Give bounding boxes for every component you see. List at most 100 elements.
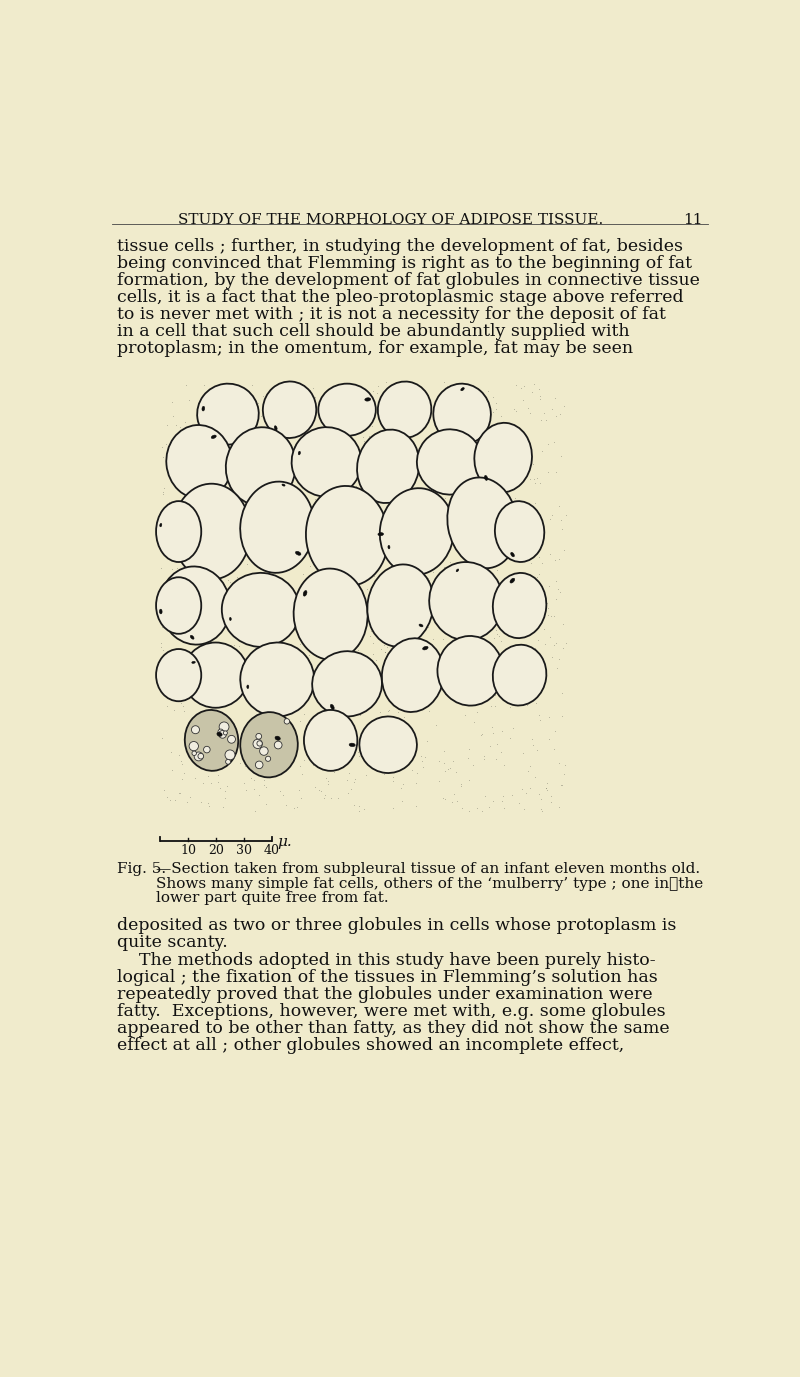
Point (548, 720, 561, 742)
Point (274, 651, 286, 673)
Text: tissue cells ; further, in studying the development of fat, besides: tissue cells ; further, in studying the … (117, 238, 683, 255)
Point (409, 537, 422, 559)
Point (172, 533, 185, 555)
Point (202, 792, 214, 814)
Point (368, 565, 381, 587)
Point (472, 402, 485, 424)
Point (257, 768, 270, 790)
Point (427, 394, 440, 416)
Point (372, 376, 385, 398)
Point (363, 625, 376, 647)
Point (210, 735, 222, 757)
Point (418, 453, 431, 475)
Point (433, 653, 446, 675)
Point (178, 468, 190, 490)
Point (350, 631, 363, 653)
Point (487, 401, 500, 423)
Point (380, 372, 393, 394)
Point (490, 391, 503, 413)
Point (432, 525, 445, 547)
Point (371, 497, 384, 519)
Point (410, 675, 422, 697)
Point (198, 492, 210, 514)
Point (168, 664, 181, 686)
Point (450, 790, 463, 812)
Point (166, 449, 179, 471)
Point (515, 377, 528, 399)
Point (491, 669, 504, 691)
Point (212, 764, 225, 786)
Ellipse shape (156, 577, 202, 633)
Point (214, 503, 227, 525)
Point (241, 569, 254, 591)
Ellipse shape (182, 643, 249, 708)
Point (284, 653, 297, 675)
Circle shape (255, 761, 263, 768)
Circle shape (253, 739, 262, 749)
Point (470, 390, 483, 412)
Point (509, 616, 522, 638)
Point (470, 797, 483, 819)
Point (417, 622, 430, 644)
Point (550, 570, 562, 592)
Point (530, 566, 543, 588)
Point (207, 468, 220, 490)
Point (472, 640, 485, 662)
Point (419, 518, 432, 540)
Point (454, 655, 466, 677)
Text: 30: 30 (236, 844, 252, 858)
Point (557, 636, 570, 658)
Point (276, 580, 289, 602)
Point (516, 742, 529, 764)
Point (326, 397, 339, 419)
Point (208, 657, 221, 679)
Point (206, 688, 219, 711)
Text: STUDY OF THE MORPHOLOGY OF ADIPOSE TISSUE.: STUDY OF THE MORPHOLOGY OF ADIPOSE TISSU… (178, 213, 603, 227)
Point (454, 566, 467, 588)
Point (285, 449, 298, 471)
Point (216, 796, 229, 818)
Point (198, 752, 210, 774)
Point (370, 650, 382, 672)
Point (227, 410, 240, 432)
Point (301, 730, 314, 752)
Point (359, 500, 372, 522)
Point (166, 759, 178, 781)
Point (314, 694, 326, 716)
Ellipse shape (222, 573, 300, 647)
Point (337, 377, 350, 399)
Ellipse shape (456, 569, 458, 571)
Point (202, 581, 214, 603)
Point (512, 672, 525, 694)
Point (361, 745, 374, 767)
Point (530, 693, 542, 715)
Point (266, 589, 279, 611)
Point (289, 432, 302, 454)
Point (518, 567, 530, 589)
Point (298, 496, 311, 518)
Point (466, 753, 479, 775)
Point (318, 438, 330, 460)
Point (304, 618, 317, 640)
Point (161, 695, 174, 717)
Point (362, 749, 375, 771)
Point (487, 487, 500, 509)
Point (502, 541, 514, 563)
Ellipse shape (367, 565, 434, 647)
Point (174, 573, 186, 595)
Point (470, 701, 483, 723)
Ellipse shape (192, 661, 195, 664)
Point (208, 735, 221, 757)
Point (529, 766, 542, 788)
Text: deposited as two or three globules in cells whose protoplasm is: deposited as two or three globules in ce… (117, 917, 677, 934)
Point (480, 633, 493, 655)
Point (438, 664, 450, 686)
Point (468, 711, 481, 733)
Ellipse shape (295, 551, 301, 555)
Point (535, 552, 548, 574)
Point (305, 576, 318, 598)
Point (246, 548, 259, 570)
Point (325, 724, 338, 746)
Point (362, 731, 375, 753)
Point (168, 698, 181, 720)
